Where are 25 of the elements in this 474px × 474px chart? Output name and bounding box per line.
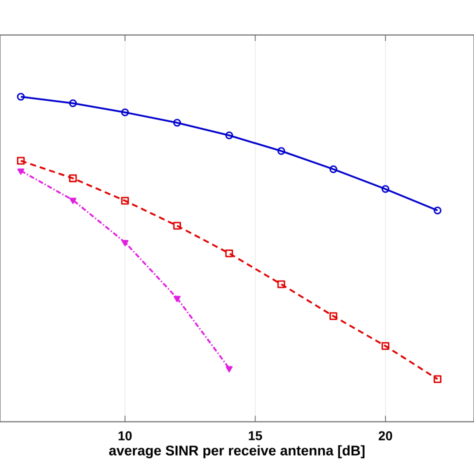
point — [329, 165, 338, 174]
point — [434, 375, 442, 384]
point — [277, 147, 286, 155]
point — [382, 342, 390, 350]
point — [121, 196, 129, 205]
x-axis-title: average SINR per receive antenna [dB] — [109, 445, 364, 458]
x-tick-label: 10 — [118, 431, 132, 440]
x-tick-label: 15 — [248, 431, 262, 440]
point — [226, 366, 233, 372]
point — [225, 132, 234, 140]
point — [225, 249, 234, 258]
point — [382, 185, 390, 193]
point — [69, 174, 77, 182]
point — [174, 296, 181, 302]
point — [69, 99, 77, 108]
point — [122, 240, 128, 246]
point — [121, 108, 129, 116]
point — [329, 312, 338, 320]
point — [277, 280, 286, 288]
point — [16, 156, 25, 165]
x-tick-label: 20 — [378, 431, 392, 440]
point — [69, 198, 76, 204]
point — [173, 222, 181, 230]
point — [17, 168, 24, 175]
point — [173, 118, 181, 127]
